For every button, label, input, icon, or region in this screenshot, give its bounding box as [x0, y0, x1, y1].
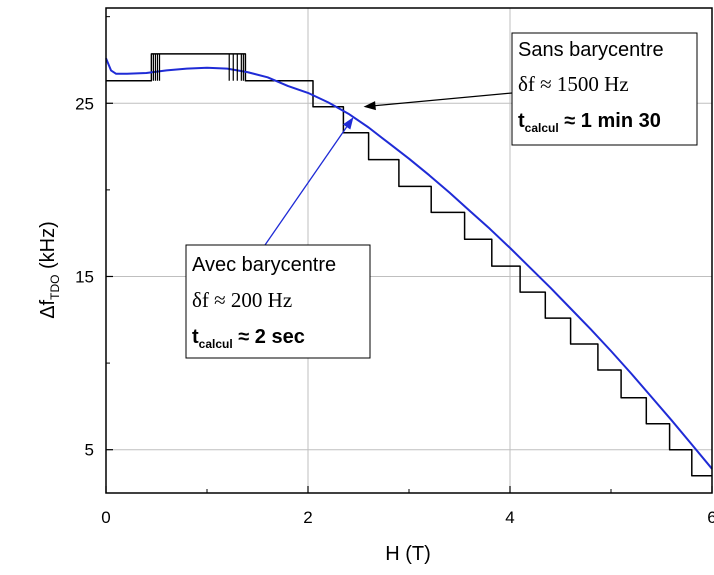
annotation-avec-line-1: Avec barycentre	[192, 254, 336, 276]
annotation-sans-sub: calcul	[525, 121, 559, 135]
y-axis-label-sub: TDO	[48, 275, 62, 300]
x-tick-label: 6	[707, 508, 714, 527]
annotation-sans-line-2: δf ≈ 1500 Hz	[518, 72, 629, 96]
series-layer	[105, 53, 713, 477]
annotation-sans-t: t	[518, 110, 525, 132]
y-tick-label: 25	[75, 94, 94, 113]
annotation-avec-tail: ≈ 2 sec	[233, 326, 305, 348]
annotation-avec-line-2: δf ≈ 200 Hz	[192, 288, 292, 312]
series-line-staircase	[106, 53, 712, 477]
x-tick-label: 2	[303, 508, 312, 527]
series-line-smooth	[105, 57, 713, 470]
annotation-arrowhead-sans	[363, 101, 376, 111]
annotation-sans-barycentre: Sans barycentre δf ≈ 1500 Hz tcalcul ≈ 1…	[363, 32, 698, 146]
annotation-box-sans	[511, 32, 698, 146]
ticks: 0 2 4 6 5 15 25	[75, 16, 714, 527]
x-tick-label: 0	[101, 508, 110, 527]
y-axis-label-main: Δf	[37, 299, 59, 318]
y-tick-label: 15	[75, 267, 94, 286]
x-axis-label: H (T)	[385, 543, 431, 565]
annotation-avec-line-3: tcalcul ≈ 2 sec	[192, 326, 305, 351]
annotation-avec-barycentre: Avec barycentre δf ≈ 200 Hz tcalcul ≈ 2 …	[185, 117, 371, 359]
annotation-sans-line-1: Sans barycentre	[518, 39, 664, 61]
y-tick-label: 5	[85, 441, 94, 460]
annotation-box-avec	[185, 244, 371, 359]
y-axis-label: ΔfTDO (kHz)	[37, 221, 62, 319]
annotations: Sans barycentre δf ≈ 1500 Hz tcalcul ≈ 1…	[185, 32, 698, 359]
annotation-avec-sub: calcul	[199, 337, 233, 351]
x-tick-label: 4	[505, 508, 514, 527]
annotation-sans-line-3: tcalcul ≈ 1 min 30	[518, 110, 661, 135]
annotation-arrow-sans	[375, 92, 513, 107]
annotation-avec-t: t	[192, 326, 199, 348]
annotation-sans-tail: ≈ 1 min 30	[559, 110, 661, 132]
annotation-arrowhead-avec	[342, 117, 354, 130]
y-axis-label-unit: (kHz)	[37, 221, 59, 274]
annotation-arrow-avec	[264, 126, 348, 246]
